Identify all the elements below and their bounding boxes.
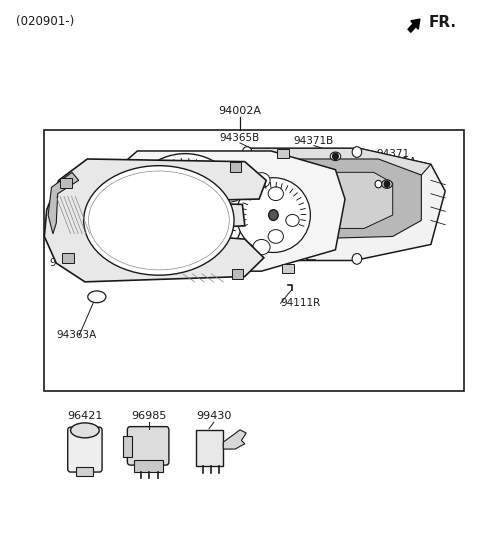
Ellipse shape [382,180,392,188]
Text: 96985: 96985 [132,411,167,421]
Bar [232,269,243,279]
Text: 94371B: 94371B [376,165,416,175]
Text: 94371: 94371 [376,149,409,158]
Ellipse shape [268,187,283,200]
Text: FR.: FR. [429,14,456,30]
Polygon shape [269,159,421,239]
Ellipse shape [253,240,270,255]
Ellipse shape [268,230,283,243]
Text: 96421: 96421 [67,411,103,421]
Bar [229,162,241,172]
Text: 94360B: 94360B [61,223,102,234]
Bar [60,178,72,188]
Polygon shape [48,172,79,234]
Text: 94111R: 94111R [281,298,321,308]
FancyArrow shape [408,19,420,32]
Bar [103,176,115,185]
Text: 94370: 94370 [49,258,82,268]
Bar [281,264,294,273]
Ellipse shape [127,154,243,271]
Polygon shape [226,148,431,175]
Bar [44,129,464,391]
Bar [76,467,94,476]
Circle shape [242,147,252,157]
Circle shape [352,253,362,264]
Text: 99430: 99430 [196,411,231,421]
Text: 94371A: 94371A [376,157,416,166]
Ellipse shape [88,291,106,303]
Text: (020901-): (020901-) [16,14,74,28]
Ellipse shape [286,214,299,227]
Ellipse shape [237,178,311,252]
Text: 94371B: 94371B [294,136,334,146]
Text: 94002A: 94002A [218,106,262,116]
Circle shape [384,181,390,187]
Bar [103,240,115,249]
Bar [123,436,132,456]
Polygon shape [211,148,445,260]
Ellipse shape [253,173,270,188]
Circle shape [242,248,252,259]
Ellipse shape [84,165,234,275]
Polygon shape [44,159,266,282]
Bar [277,149,289,158]
Polygon shape [288,172,393,228]
Bar [134,460,163,471]
Circle shape [375,180,382,188]
FancyBboxPatch shape [127,426,169,465]
Circle shape [352,147,362,157]
Circle shape [269,210,278,220]
FancyBboxPatch shape [68,427,102,472]
Polygon shape [223,430,246,449]
Circle shape [179,206,192,219]
Ellipse shape [71,423,99,438]
Ellipse shape [330,152,341,161]
Polygon shape [90,151,345,271]
Text: 94365B: 94365B [220,133,260,143]
Text: 94363A: 94363A [56,330,96,340]
Circle shape [333,153,338,159]
Bar [62,253,74,263]
Circle shape [240,199,250,210]
Bar [196,430,223,466]
